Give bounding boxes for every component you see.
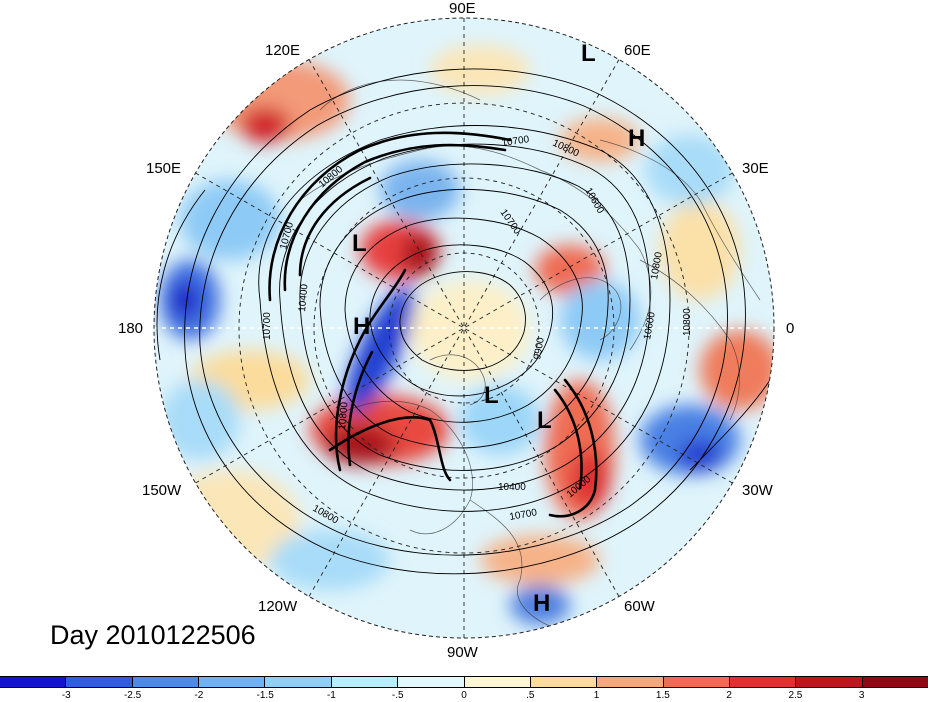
anomaly-shading — [154, 18, 774, 638]
colorbar-tick-label: 2 — [726, 690, 732, 701]
colorbar-tick-label: 2.5 — [788, 690, 803, 701]
lon-label-0: 0 — [786, 320, 795, 337]
low-pressure-marker: L — [537, 407, 552, 434]
colorbar-tick-label: .5 — [526, 690, 535, 701]
contour-label: 10800 — [682, 308, 693, 336]
lon-label-60w: 60W — [624, 598, 655, 615]
contour-label: 10700 — [509, 507, 539, 523]
date-title: Day 2010122506 — [50, 620, 256, 650]
high-pressure-marker: H — [353, 313, 371, 340]
high-pressure-marker: H — [628, 125, 646, 152]
colorbar-swatch — [796, 677, 863, 687]
colorbar-tick-label: -2 — [194, 690, 204, 701]
graticule — [154, 18, 774, 638]
low-pressure-marker: L — [581, 40, 596, 67]
colorbar-ticks: -3 -2.5 -2 -1.5 -1 -.5 0 .5 1 1.5 2 2.5 3 — [0, 690, 928, 702]
contour-label: 10700 — [501, 134, 531, 149]
colorbar-tick-label: -2.5 — [123, 690, 142, 701]
colorbar-swatch — [729, 677, 797, 687]
colorbar-tick-label: -3 — [61, 690, 71, 701]
lon-label-90e: 90E — [449, 0, 476, 17]
colorbar-tick-label: 1.5 — [655, 690, 670, 701]
lon-label-60e: 60E — [624, 42, 651, 59]
colorbar-swatch — [199, 677, 266, 687]
colorbar-tick-label: -1 — [326, 690, 336, 701]
low-pressure-marker: L — [484, 382, 499, 409]
jet-contours — [268, 131, 598, 518]
lon-label-30w: 30W — [742, 482, 773, 499]
colorbar-tick-label: 1 — [593, 690, 600, 701]
contour-label: 10700 — [262, 312, 273, 340]
colorbar-swatch — [331, 677, 399, 687]
high-pressure-marker: H — [533, 590, 551, 617]
colorbar-swatch — [862, 677, 928, 687]
colorbar-swatch — [0, 677, 67, 687]
contour-label: 10800 — [337, 401, 350, 430]
colorbar — [0, 676, 928, 688]
colorbar-swatch — [132, 677, 200, 687]
lon-label-120w: 120W — [258, 598, 298, 615]
lon-label-150e: 150E — [146, 160, 182, 177]
colorbar-swatch — [530, 677, 598, 687]
contour-label: 9900 — [532, 336, 547, 360]
colorbar-swatch — [265, 677, 332, 687]
height-contours — [156, 68, 771, 575]
contour-label: 10600 — [642, 311, 658, 341]
low-pressure-marker: L — [352, 230, 367, 257]
colorbar-swatch — [398, 677, 465, 687]
colorbar-swatch — [597, 677, 664, 687]
colorbar-tick-label: 0 — [461, 690, 467, 701]
colorbar-tick-label: -.5 — [391, 690, 404, 701]
lon-label-90w: 90W — [447, 644, 478, 661]
lon-label-150w: 150W — [142, 482, 182, 499]
contour-label: 10800 — [649, 251, 665, 281]
lon-label-120e: 120E — [265, 42, 301, 59]
colorbar-swatch — [464, 677, 531, 687]
contour-label: 10400 — [297, 283, 310, 312]
colorbar-tick-label: 3 — [858, 690, 865, 701]
colorbar-swatch — [66, 677, 133, 687]
contour-label: 10400 — [498, 482, 526, 493]
lon-label-180: 180 — [118, 320, 144, 337]
colorbar-swatch — [663, 677, 730, 687]
colorbar-tick-label: -1.5 — [256, 690, 274, 701]
lon-label-30e: 30E — [742, 160, 769, 177]
